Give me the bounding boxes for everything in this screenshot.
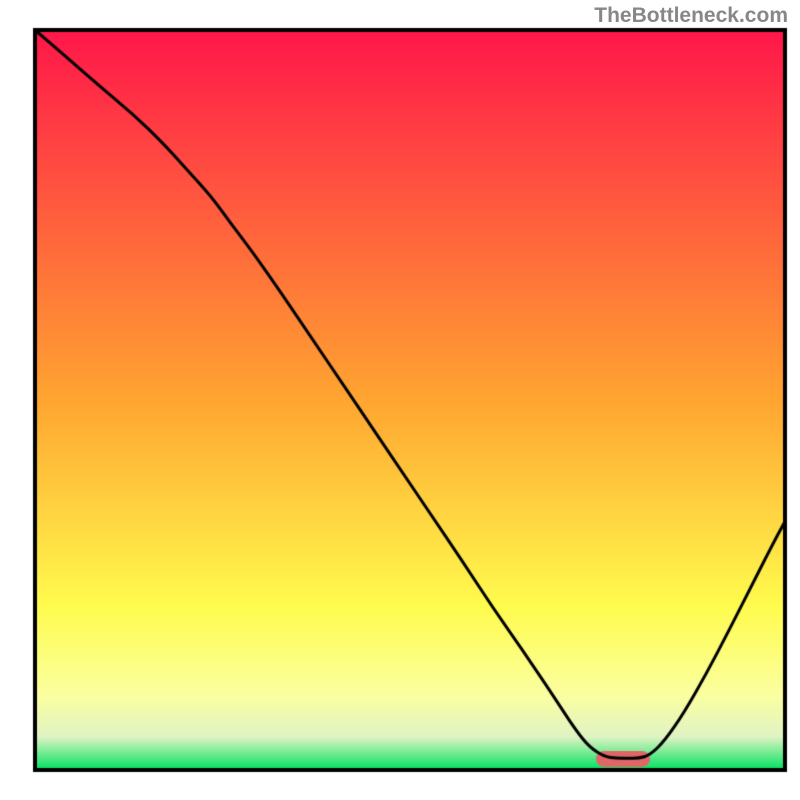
bottleneck-chart: [0, 0, 800, 800]
attribution-label: TheBottleneck.com: [594, 4, 788, 28]
